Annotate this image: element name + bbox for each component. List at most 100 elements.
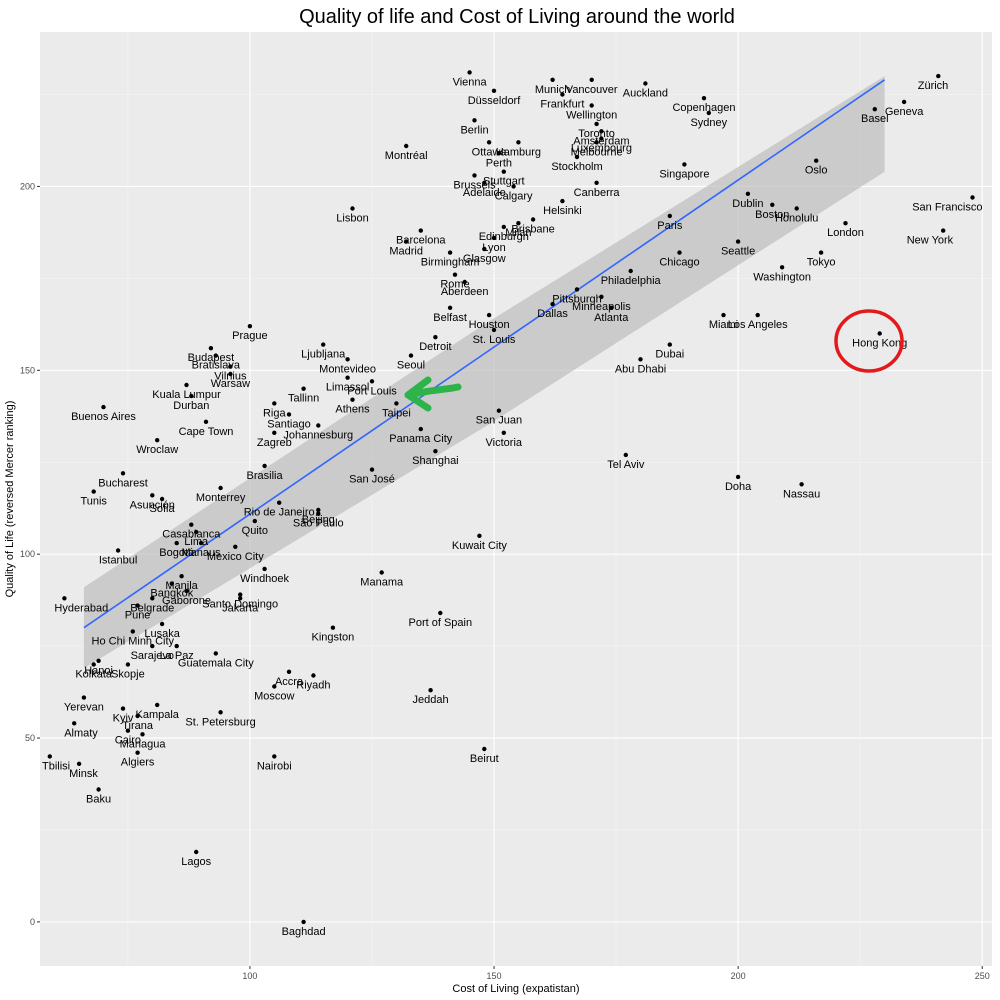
point-asuncion	[150, 493, 155, 498]
label-oslo: Oslo	[805, 165, 828, 177]
label-birmingham: Birmingham	[421, 257, 480, 269]
label-beijing: Beijing	[302, 514, 335, 526]
label-pune: Pune	[125, 610, 151, 622]
label-luxembourg: Luxembourg	[571, 143, 632, 155]
label-belgrade: Belgrade	[130, 602, 174, 614]
label-riga: Riga	[263, 407, 287, 419]
label-rome: Rome	[440, 279, 469, 291]
label-casablanca: Casablanca	[162, 529, 221, 541]
point-melbourne	[594, 140, 599, 145]
point-atlanta	[609, 305, 614, 310]
point-victoria	[501, 430, 506, 435]
label-kolkata: Kolkata	[75, 669, 113, 681]
point-cairo	[125, 728, 131, 733]
point-manila	[179, 574, 184, 579]
label-la-paz: La Paz	[160, 650, 194, 662]
label-hamburg: Hamburg	[496, 146, 541, 158]
label-vancouver: Vancouver	[566, 84, 618, 96]
point-bangkok	[169, 581, 174, 586]
point-hanoi	[96, 658, 101, 663]
point-philadelphia	[628, 268, 633, 274]
point-calgary	[511, 184, 516, 189]
point-washington	[779, 265, 785, 270]
label-miami: Miami	[709, 319, 738, 331]
label-auckland: Auckland	[623, 88, 668, 100]
point-pune	[135, 603, 140, 608]
label-wroclaw: Wroclaw	[136, 444, 178, 456]
point-adelaide	[482, 180, 487, 185]
chart-title: Quality of life and Cost of Living aroun…	[299, 6, 735, 28]
point-zurich	[936, 73, 941, 79]
point-tbilisi	[47, 754, 52, 759]
label-san-jose: San José	[349, 474, 395, 486]
label-st-petersburg: St. Petersburg	[185, 716, 255, 728]
point-kolkata	[91, 662, 96, 667]
point-singapore	[682, 162, 687, 167]
label-calgary: Calgary	[495, 190, 533, 202]
point-managua	[140, 732, 145, 737]
y-tick-label: 0	[30, 917, 35, 927]
point-copenhagen	[701, 96, 707, 101]
label-tunis: Tunis	[80, 496, 107, 508]
point-dusseldorf	[491, 88, 497, 94]
point-belfast	[447, 305, 453, 310]
point-geneva	[901, 99, 907, 105]
label-port-of-spain: Port of Spain	[409, 617, 473, 629]
label-glasgow: Glasgow	[463, 253, 506, 265]
label-lagos: Lagos	[181, 856, 211, 868]
point-dubai	[667, 342, 672, 347]
label-paris: Paris	[657, 220, 683, 232]
label-algiers: Algiers	[121, 757, 155, 769]
label-asuncion: Asunción	[130, 499, 175, 511]
label-cape-town: Cape Town	[179, 426, 234, 438]
point-stuttgart	[501, 169, 506, 174]
point-jakarta	[238, 596, 243, 601]
label-aberdeen: Aberdeen	[441, 286, 489, 298]
label-edinburgh: Edinburgh	[479, 231, 529, 243]
point-lusaka	[159, 621, 165, 627]
point-san-juan	[496, 408, 502, 413]
label-ho-chi-minh-city: Ho Chi Minh City	[92, 635, 175, 647]
label-adelaide: Adelaide	[463, 187, 506, 199]
point-monterrey	[218, 485, 223, 491]
point-barcelona	[418, 228, 423, 233]
label-frankfurt: Frankfurt	[540, 99, 584, 111]
point-nairobi	[272, 754, 277, 759]
label-dubai: Dubai	[655, 349, 684, 361]
point-abu-dhabi	[638, 357, 643, 362]
label-san-francisco: San Francisco	[912, 202, 982, 214]
label-rio-de-janeiro: Rio de Janeiro	[244, 507, 315, 519]
label-accra: Accra	[275, 676, 304, 688]
label-singapore: Singapore	[659, 168, 709, 180]
point-dallas	[550, 301, 555, 307]
label-melbourne: Melbourne	[571, 146, 623, 158]
point-kampala	[155, 702, 160, 708]
label-prague: Prague	[232, 330, 267, 342]
point-helsinki	[560, 198, 565, 204]
point-hyderabad	[62, 596, 67, 601]
point-rome	[452, 272, 458, 277]
label-new-york: New York	[907, 235, 954, 247]
label-vilnius: Vilnius	[214, 371, 247, 383]
label-dusseldorf: Düsseldorf	[468, 95, 522, 107]
label-kyiv: Kyiv	[113, 713, 134, 725]
point-brisbane	[530, 217, 536, 222]
label-kuala-lumpur: Kuala Lumpur	[152, 389, 221, 401]
label-berlin: Berlin	[460, 124, 488, 136]
point-jeddah	[428, 688, 433, 693]
point-ho-chi-minh-city	[130, 629, 135, 634]
point-milan	[516, 221, 521, 226]
label-boston: Boston	[755, 209, 789, 221]
label-buenos-aires: Buenos Aires	[71, 411, 136, 423]
point-riyadh	[311, 673, 316, 678]
point-detroit	[433, 335, 438, 340]
point-san-francisco	[970, 195, 975, 200]
x-axis-title: Cost of Living (expatistan)	[452, 983, 579, 995]
point-lyon	[491, 235, 497, 241]
point-madrid	[404, 239, 409, 244]
point-johannesburg	[316, 423, 321, 428]
label-brussels: Brussels	[453, 179, 496, 191]
point-manama	[379, 570, 384, 575]
label-amsterdam: Amsterdam	[573, 135, 629, 147]
